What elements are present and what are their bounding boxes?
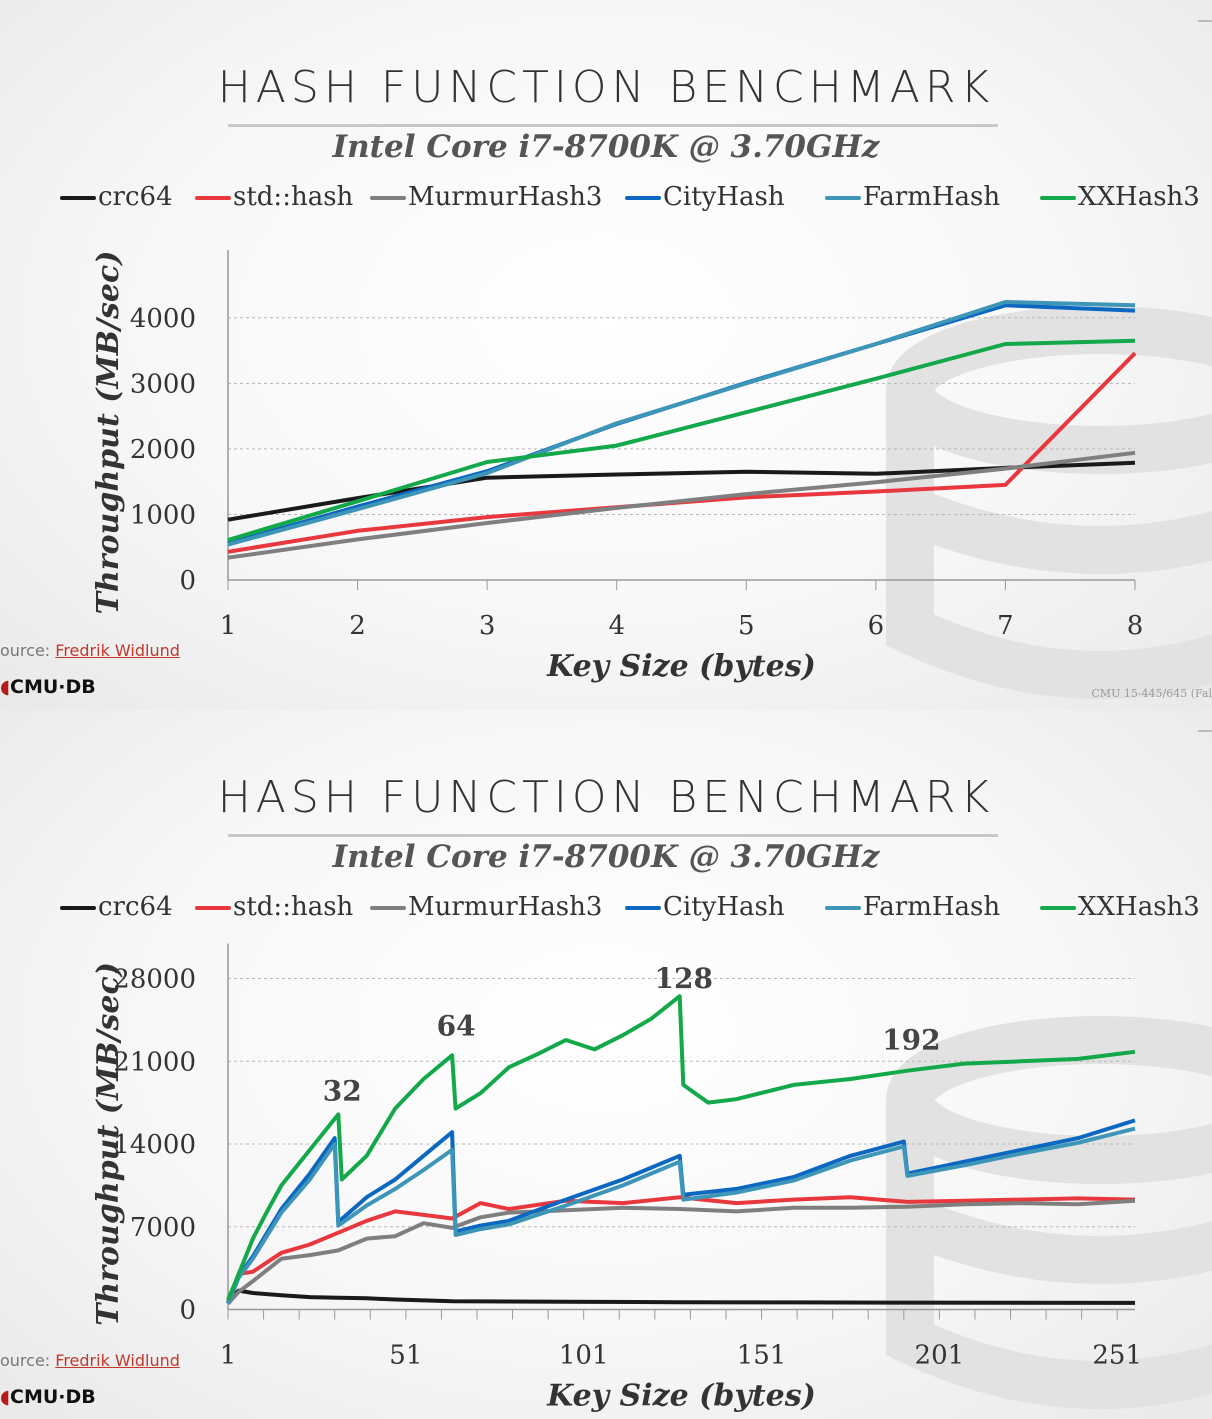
chart-legend: crc64 std::hash MurmurHash3 CityHash FarmHas…	[60, 182, 1200, 214]
source-link[interactable]: Fredrik Widlund	[55, 1351, 180, 1370]
series-line-std-hash	[226, 1195, 1136, 1304]
db-logo-icon: ◖	[0, 1386, 11, 1408]
annotation-label: 128	[654, 962, 712, 995]
x-tick-label: 6	[868, 611, 885, 641]
legend-label: std::hash	[233, 892, 354, 922]
legend-label: MurmurHash3	[408, 182, 603, 212]
cmu-db-logo: ◖CMU·DB	[0, 1386, 96, 1408]
series-line-murmurhash3	[226, 1198, 1136, 1305]
x-tick-label: 1	[220, 1341, 237, 1371]
legend-label: crc64	[98, 892, 173, 922]
legend-swatch	[825, 196, 861, 200]
y-tick-label: 7000	[130, 1213, 196, 1243]
series-line-cityhash	[226, 1118, 1136, 1305]
course-label: CMU 15-445/645 (Fal	[1091, 687, 1212, 700]
slide-subtitle: Intel Core i7-8700K @ 3.70GHz	[332, 129, 880, 165]
slide-title: HASH FUNCTION BENCHMARK	[217, 62, 995, 113]
cmu-db-logo: ◖CMU·DB	[0, 676, 96, 698]
legend-label: FarmHash	[863, 892, 1001, 922]
legend-label: FarmHash	[863, 182, 1001, 212]
db-logo-icon: ◖	[0, 676, 11, 698]
title-underline	[228, 124, 998, 127]
slide-title: HASH FUNCTION BENCHMARK	[217, 772, 995, 823]
y-tick-label: 2000	[130, 435, 196, 465]
legend-label: std::hash	[233, 182, 354, 212]
legend-swatch	[60, 906, 96, 910]
x-tick-label: 1	[220, 611, 237, 641]
source-link[interactable]: Fredrik Widlund	[55, 641, 180, 660]
x-tick-label: 5	[738, 611, 755, 641]
y-axis-label: Throughput (MB/sec)	[91, 962, 126, 1326]
title-underline	[228, 834, 998, 837]
legend-label: XXHash3	[1078, 892, 1200, 922]
y-tick-label: 4000	[130, 304, 196, 334]
slide-1: HASH FUNCTION BENCHMARK Intel Core i7-87…	[0, 0, 1212, 710]
logo-text: CMU·DB	[10, 1386, 96, 1408]
legend-swatch	[370, 906, 406, 910]
x-tick-label: 151	[737, 1341, 787, 1371]
legend-swatch	[195, 906, 231, 910]
series-line-crc64	[226, 1288, 1136, 1305]
legend-label: CityHash	[663, 892, 785, 922]
slide-subtitle: Intel Core i7-8700K @ 3.70GHz	[332, 839, 880, 875]
x-tick-label: 51	[389, 1341, 422, 1371]
chart-1: 0 1000 2000 3000 4000 1 2 3 4 5 6 7 8 Key Size (bytes…	[91, 250, 1144, 684]
y-tick-label: 0	[179, 1296, 196, 1326]
y-tick-label: 3000	[130, 369, 196, 399]
series-line-murmurhash3	[227, 450, 1136, 560]
y-tick-label: 21000	[113, 1047, 196, 1077]
series-line-farmhash	[226, 1126, 1136, 1305]
x-tick-label: 8	[1127, 611, 1144, 641]
x-axis-label: Key Size (bytes)	[546, 1379, 816, 1414]
y-tick-label: 14000	[113, 1130, 196, 1160]
x-axis-label: Key Size (bytes)	[546, 649, 816, 684]
source-credit: ource: Fredrik Widlund	[0, 1351, 180, 1370]
legend-swatch	[625, 196, 661, 200]
y-axis-label: Throughput (MB/sec)	[91, 251, 126, 615]
legend-label: CityHash	[663, 182, 785, 212]
legend-swatch	[1040, 906, 1076, 910]
series-line-xxhash3	[227, 338, 1136, 542]
source-credit: ource: Fredrik Widlund	[0, 641, 180, 660]
series-line-farmhash	[227, 300, 1136, 547]
annotation-label: 192	[882, 1024, 940, 1057]
x-tick-label: 2	[349, 611, 366, 641]
x-tick-label: 101	[559, 1341, 609, 1371]
slide-2: HASH FUNCTION BENCHMARK Intel Core i7-87…	[0, 710, 1212, 1419]
legend-swatch	[60, 196, 96, 200]
legend-label: XXHash3	[1078, 182, 1200, 212]
legend-swatch	[625, 906, 661, 910]
legend-swatch	[825, 906, 861, 910]
y-tick-label: 28000	[113, 965, 196, 995]
source-label: ource:	[0, 641, 51, 660]
x-tick-label: 3	[479, 611, 496, 641]
logo-text: CMU·DB	[10, 676, 96, 698]
database-watermark-icon	[886, 306, 1212, 699]
x-tick-label: 251	[1092, 1341, 1142, 1371]
legend-swatch	[1040, 196, 1076, 200]
y-tick-label: 0	[179, 566, 196, 596]
y-tick-label: 1000	[130, 500, 196, 530]
legend-swatch	[370, 196, 406, 200]
database-watermark-icon	[886, 1016, 1212, 1409]
legend-swatch	[195, 196, 231, 200]
chart-legend: crc64 std::hash MurmurHash3 CityHash FarmHas…	[60, 892, 1200, 924]
annotation-label: 64	[437, 1010, 476, 1043]
legend-label: MurmurHash3	[408, 892, 603, 922]
annotation-label: 32	[323, 1075, 362, 1108]
source-label: ource:	[0, 1351, 51, 1370]
x-tick-label: 201	[915, 1341, 965, 1371]
edge-divider	[1198, 20, 1212, 22]
x-tick-label: 4	[608, 611, 625, 641]
legend-label: crc64	[98, 182, 173, 212]
x-tick-label: 7	[997, 611, 1014, 641]
series-line-xxhash3	[226, 994, 1136, 1301]
edge-divider	[1198, 730, 1212, 732]
